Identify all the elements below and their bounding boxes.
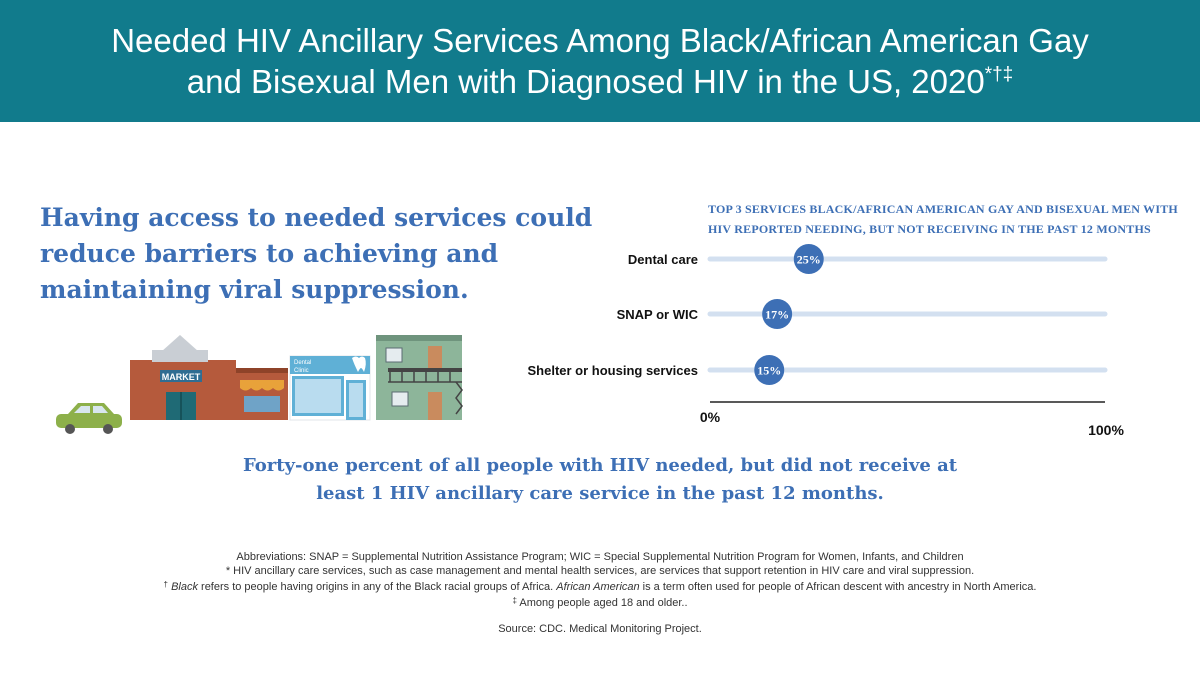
value-marker (762, 299, 793, 329)
term-black: Black (171, 581, 198, 593)
services-chart: Dental care 25% SNAP or WIC 17% Shelter or h… (527, 244, 1124, 438)
chart-title-line-2: HIV REPORTED NEEDING, BUT NOT RECEIVING … (708, 222, 1151, 236)
dagger-mark: † (163, 580, 168, 589)
value-label: 17% (765, 308, 789, 322)
header-banner: Needed HIV Ancillary Services Among Blac… (0, 0, 1200, 122)
car-icon (56, 403, 122, 434)
race-footnote: † Black refers to people having origins … (40, 578, 1160, 594)
term-african-american: African American (556, 581, 640, 593)
stat-line-2: least 1 HIV ancillary care service in th… (316, 483, 884, 504)
apartment-building-icon (376, 335, 463, 420)
age-footnote-text: Among people aged 18 and older.. (516, 597, 688, 609)
shop-building-icon (236, 368, 288, 420)
page-title: Needed HIV Ancillary Services Among Blac… (30, 20, 1170, 102)
race-footnote-end: is a term often used for people of Afric… (639, 581, 1037, 593)
category-label: Dental care (628, 252, 698, 267)
double-dagger-mark: ‡ (512, 596, 517, 605)
footnotes: Abbreviations: SNAP = Supplemental Nutri… (40, 550, 1160, 610)
market-sign: MARKET (162, 372, 201, 382)
stat-line-1: Forty-one percent of all people with HIV… (242, 455, 958, 476)
value-marker (754, 355, 785, 385)
chart-title: TOP 3 SERVICES BLACK/AFRICAN AMERICAN GA… (708, 199, 1178, 239)
street-illustration: MARKET Dental Clinic (56, 335, 463, 434)
title-footnote-marks: *†‡ (984, 64, 1014, 85)
x-tick-label-max: 100% (1088, 422, 1124, 438)
value-label: 15% (757, 364, 781, 378)
dental-clinic-icon: Dental Clinic (289, 355, 371, 421)
chart-title-line-1: TOP 3 SERVICES BLACK/AFRICAN AMERICAN GA… (708, 202, 1178, 216)
clinic-sign-line-2: Clinic (294, 368, 309, 374)
abbreviations-note: Abbreviations: SNAP = Supplemental Nutri… (236, 551, 964, 563)
source-note: Source: CDC. Medical Monitoring Project. (498, 623, 702, 635)
title-line-2: and Bisexual Men with Diagnosed HIV in t… (186, 63, 985, 100)
lead-statement: Having access to needed services could r… (40, 203, 593, 304)
title-line-1: Needed HIV Ancillary Services Among Blac… (111, 22, 1089, 59)
key-statistic: Forty-one percent of all people with HIV… (150, 452, 1050, 508)
value-label: 25% (797, 253, 821, 267)
race-footnote-mid: refers to people having origins in any o… (197, 581, 557, 593)
age-footnote: ‡ Among people aged 18 and older.. (40, 594, 1160, 610)
ancillary-footnote: * HIV ancillary care services, such as c… (225, 565, 975, 577)
tooth-icon (352, 356, 366, 372)
category-label: Shelter or housing services (527, 363, 698, 378)
market-building-icon: MARKET (130, 335, 236, 420)
clinic-sign-line-1: Dental (294, 360, 311, 366)
category-label: SNAP or WIC (617, 307, 699, 322)
x-tick-label-min: 0% (700, 409, 721, 425)
value-marker (793, 244, 824, 274)
